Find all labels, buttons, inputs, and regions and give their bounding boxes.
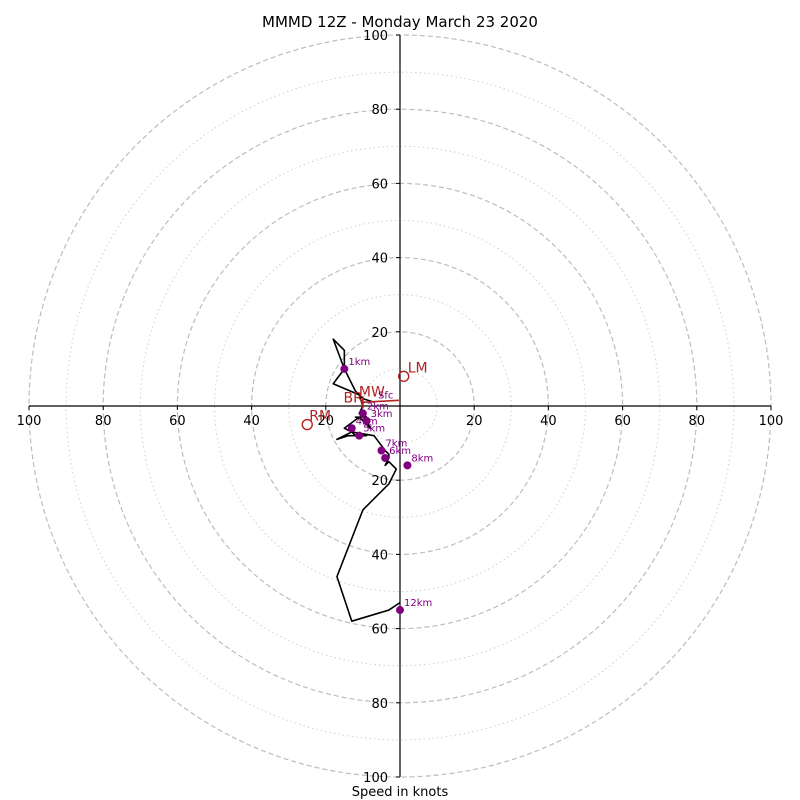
height-marker-label: 7km	[385, 439, 407, 450]
y-tick-label: 80	[371, 697, 388, 712]
y-tick-label: 60	[371, 623, 388, 638]
height-marker-dot	[362, 416, 371, 425]
height-marker-label: 1km	[348, 357, 370, 368]
y-tick-label: 80	[371, 103, 388, 118]
x-tick-label: 100	[759, 414, 784, 429]
height-marker-dot	[381, 453, 390, 462]
height-marker-label: 3km	[371, 409, 393, 420]
x-tick-label: 40	[540, 414, 557, 429]
height-marker-dot	[340, 364, 349, 373]
y-tick-label: 20	[371, 474, 388, 489]
height-marker-label: 6km	[389, 446, 411, 457]
storm-motion-label: MW	[359, 384, 385, 400]
hodograph-line	[332, 338, 401, 622]
x-tick-label: 60	[169, 414, 186, 429]
height-marker-dot	[358, 409, 367, 418]
x-tick-label: 100	[17, 414, 42, 429]
y-tick-label: 100	[363, 771, 388, 786]
height-marker-label: 4km	[356, 416, 378, 427]
height-marker-dot	[377, 446, 386, 455]
x-tick-label: 60	[614, 414, 631, 429]
y-tick-label: 40	[371, 548, 388, 563]
tick-labels: 100 80 60 40 20 20 40 60 80 100 100 80 60 40 20 20 40 60 8…	[17, 29, 784, 786]
height-marker-label: Sfc	[378, 390, 393, 401]
chart-title: MMMD 12Z - Monday March 23 2020	[262, 13, 538, 31]
x-tick-label: 80	[689, 414, 706, 429]
x-tick-label: 40	[243, 414, 260, 429]
height-marker-label: 12km	[404, 598, 432, 609]
hodograph-trace	[332, 338, 401, 622]
height-marker-dot	[403, 461, 412, 470]
height-marker-label: 5km	[363, 424, 385, 435]
storm-motion-marker	[398, 370, 410, 383]
height-marker-dot	[396, 606, 404, 615]
x-axis-label: Speed in knots	[352, 785, 449, 800]
x-tick-label: 20	[318, 414, 335, 429]
y-tick-label: 60	[371, 177, 388, 192]
height-marker-label: 8km	[411, 453, 433, 464]
height-marker-label: 2km	[367, 401, 389, 412]
storm-motion-label: RM	[309, 409, 331, 425]
storm-motion-label: LM	[408, 360, 428, 376]
y-tick-label: 100	[363, 29, 388, 44]
y-tick-label: 20	[371, 326, 388, 341]
height-marker-dot	[347, 424, 356, 433]
y-tick-label: 40	[371, 252, 388, 267]
x-tick-label: 80	[95, 414, 112, 429]
axes	[29, 35, 771, 777]
x-tick-label: 20	[466, 414, 483, 429]
mean-wind-arrow	[362, 399, 399, 404]
storm-motion-label: BR	[343, 390, 363, 406]
height-marker-dot	[355, 431, 364, 440]
storm-motion-marker	[301, 418, 313, 431]
